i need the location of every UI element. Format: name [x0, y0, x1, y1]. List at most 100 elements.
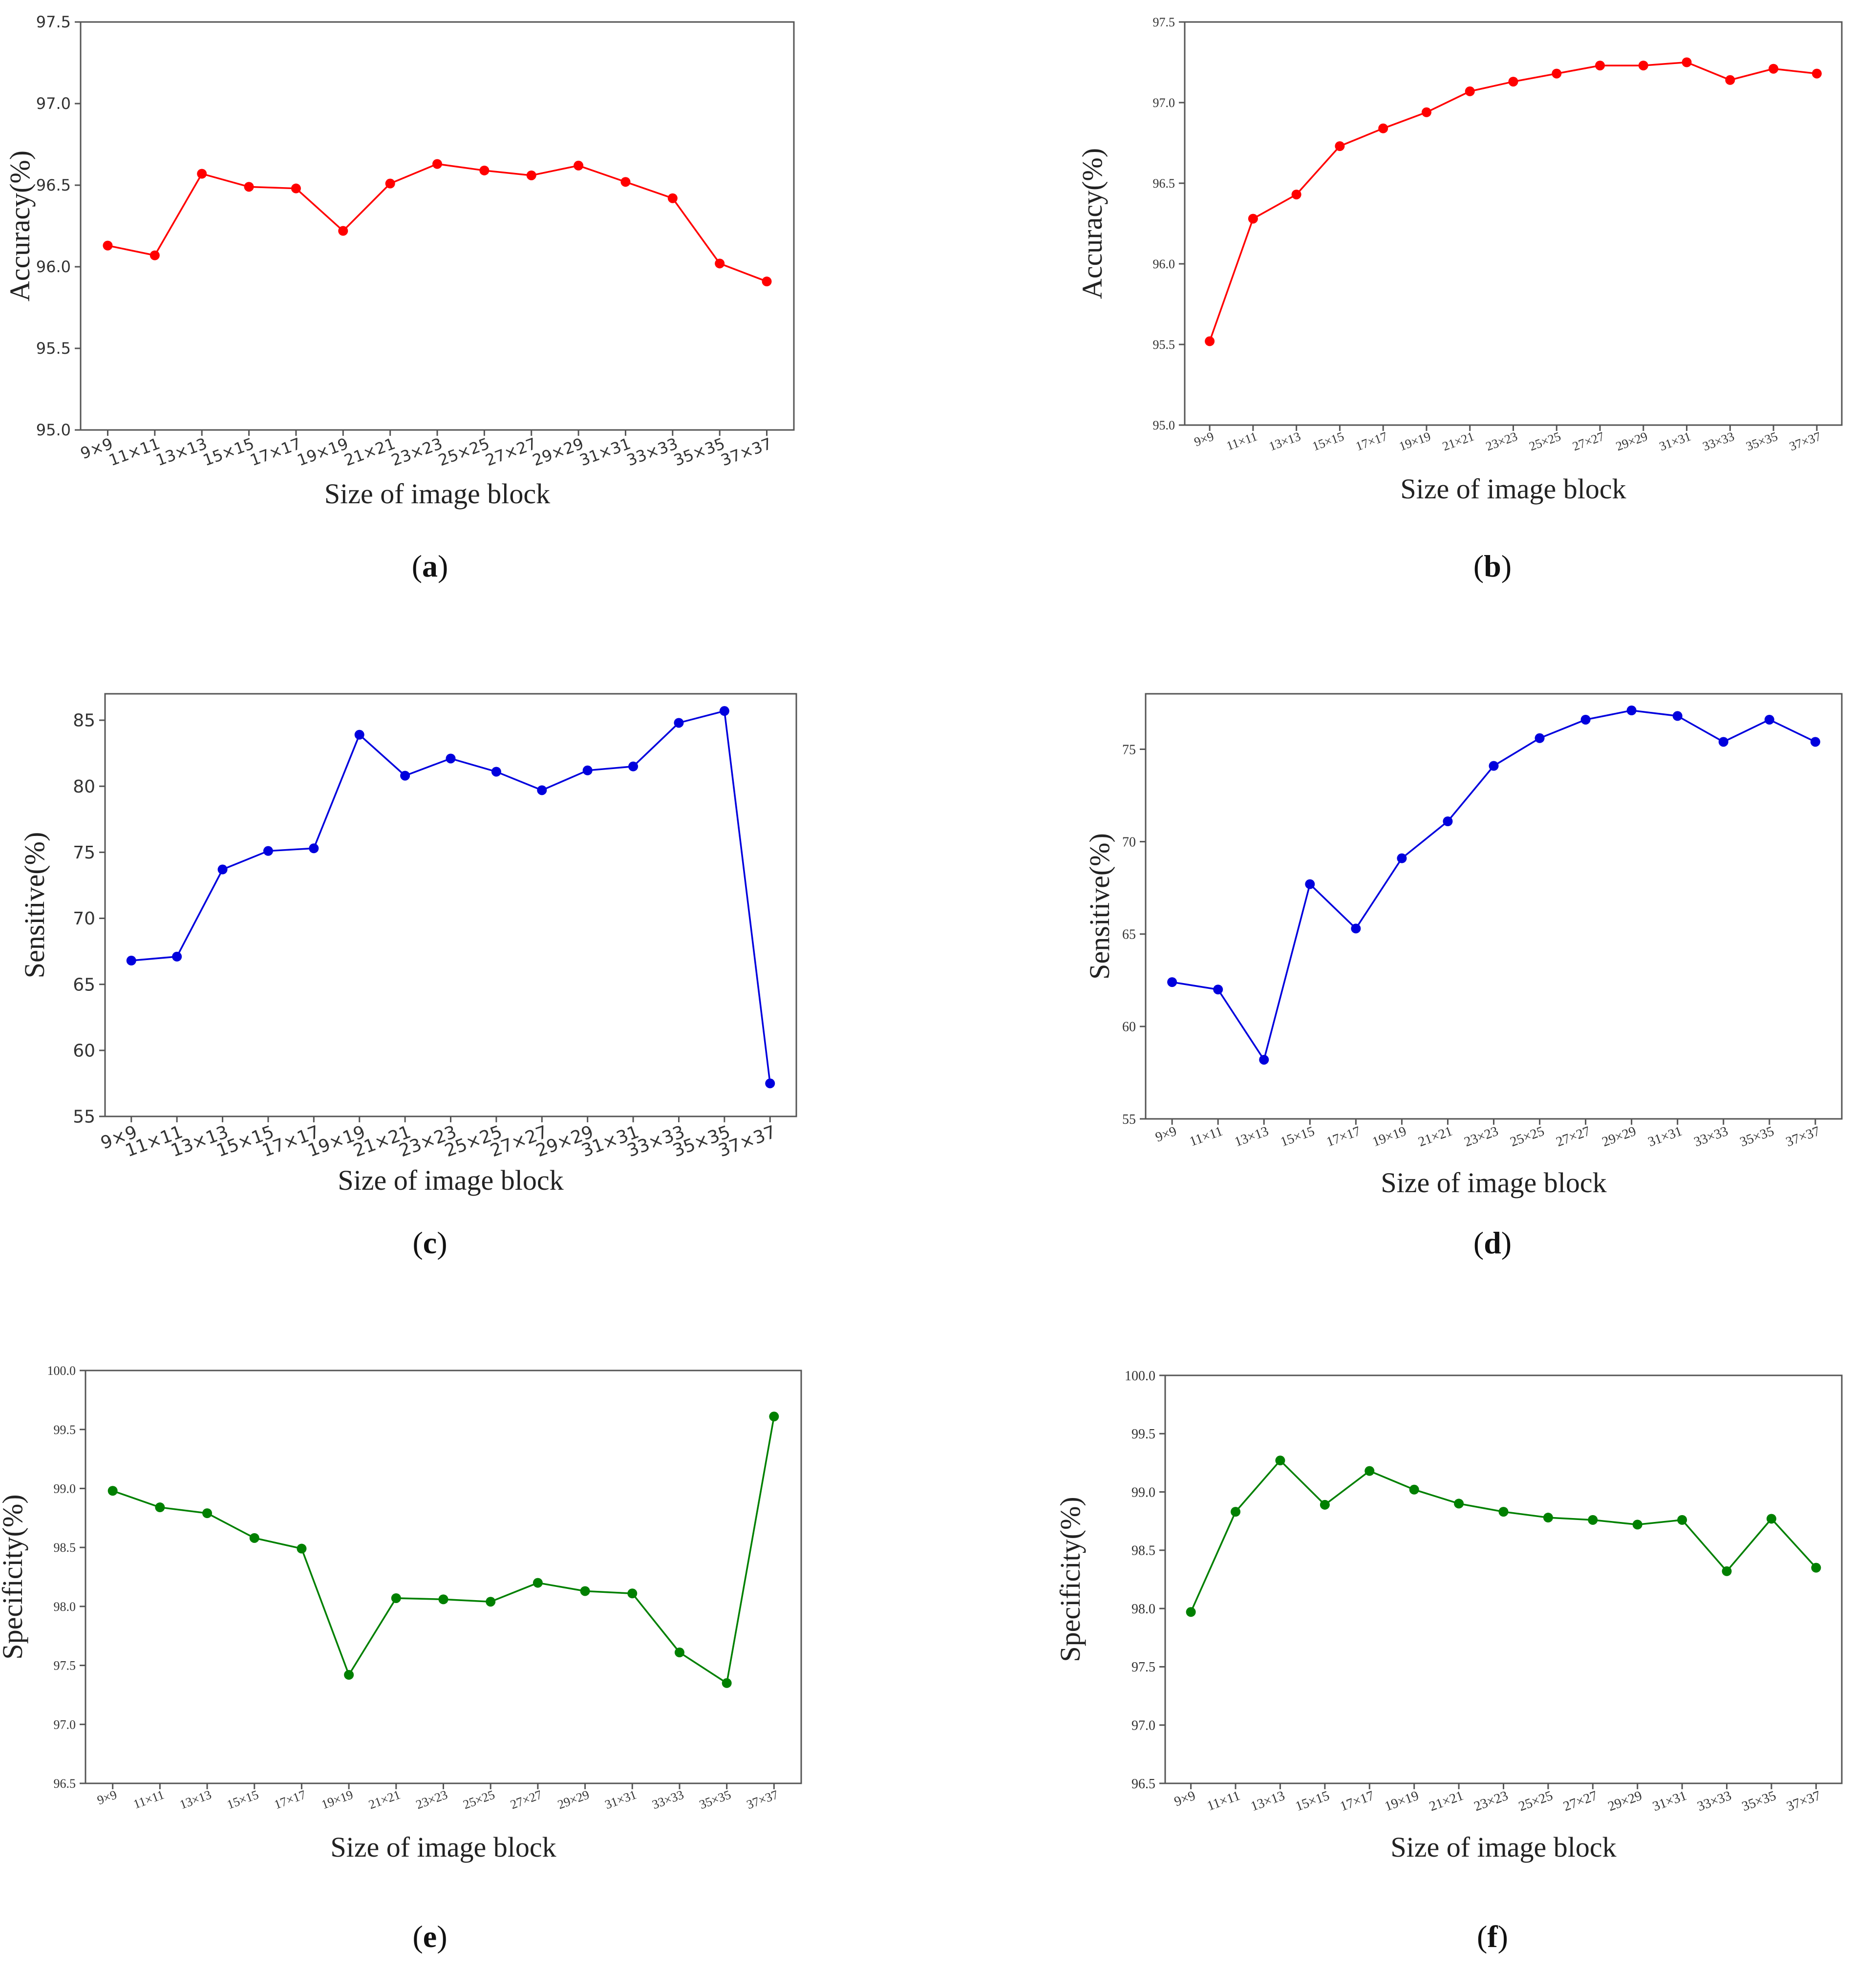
chart-e-data-point: [202, 1508, 213, 1519]
chart-a-ytick-label: 96.5: [36, 176, 71, 194]
chart-f-series-line: [1190, 1459, 1817, 1613]
chart-d-xtick-label: 31×31: [1646, 1124, 1684, 1150]
chart-b-xtick-label: 33×33: [1701, 429, 1736, 453]
chart-a-data-point: [432, 159, 442, 169]
chart-d-xtick-label: 13×13: [1233, 1124, 1271, 1150]
chart-e-ylabel: Specificity(%): [0, 1494, 28, 1659]
chart-d-data-point: [1305, 879, 1315, 889]
chart-c-data-point: [582, 765, 593, 775]
chart-b-data-point: [1638, 61, 1648, 71]
chart-b-xtick-label: 19×19: [1397, 429, 1433, 453]
chart-d-xtick-label: 29×29: [1600, 1124, 1638, 1150]
chart-e-xtick-label: 13×13: [178, 1787, 213, 1812]
chart-e-data-point: [674, 1648, 684, 1658]
chart-e-caption: (e): [412, 1919, 447, 1954]
chart-d-ytick-label: 70: [1122, 835, 1136, 850]
chart-f-ytick-label: 98.5: [1131, 1543, 1155, 1559]
chart-b-data-point: [1378, 123, 1388, 133]
chart-f-data-point: [1498, 1507, 1509, 1517]
chart-d-xtick-label: 35×35: [1738, 1124, 1776, 1150]
chart-a-ylabel: Accuracy(%): [4, 150, 36, 301]
chart-b-xtick-label: 37×37: [1788, 429, 1823, 453]
chart-b-data-point: [1465, 86, 1475, 96]
chart-f-ytick-label: 98.0: [1131, 1602, 1155, 1617]
chart-e-xtick-label: 23×23: [414, 1787, 449, 1812]
chart-f-xtick-label: 17×17: [1338, 1788, 1376, 1815]
chart-e: 96.5 97.0 97.5 98.0 98.5 99.0 99.5 100.0 9×9 11×1…: [0, 1364, 802, 1954]
chart-d-data-point: [1764, 714, 1774, 725]
chart-d-data-point: [1443, 816, 1453, 826]
chart-c-data-point: [628, 761, 639, 771]
chart-f-xtick-label: 37×37: [1785, 1788, 1823, 1815]
chart-f-ytick-label: 96.5: [1131, 1777, 1155, 1792]
chart-c-data-point: [537, 785, 547, 795]
chart-b-ytick-label: 97.0: [1153, 96, 1175, 110]
chart-b-xtick-label: 27×27: [1571, 429, 1606, 453]
chart-f-xtick-label: 21×21: [1428, 1788, 1466, 1815]
chart-f-xtick-label: 31×31: [1651, 1788, 1689, 1815]
chart-e-ytick-label: 97.5: [54, 1659, 76, 1673]
chart-b-data-point: [1812, 68, 1822, 79]
chart-e-data-point: [344, 1670, 354, 1680]
chart-b-ylabel: Accuracy(%): [1076, 148, 1108, 299]
chart-d-data-point: [1626, 706, 1637, 716]
chart-d-xtick-label: 25×25: [1508, 1124, 1546, 1150]
chart-b-xtick-label: 35×35: [1744, 429, 1780, 453]
chart-c-series-line: [131, 709, 771, 1084]
chart-f-xtick-label: 9×9: [1172, 1788, 1197, 1810]
chart-e-xtick-label: 31×31: [603, 1787, 639, 1812]
chart-a-ytick-label: 97.5: [36, 13, 71, 31]
chart-a-data-point: [291, 183, 301, 193]
chart-d: 55 60 65 70 75 9×9 11×11 13×13 15×15 17×17 19×19 21…: [1084, 693, 1843, 1260]
chart-f-data-point: [1186, 1607, 1196, 1617]
chart-e-xlabel: Size of image block: [330, 1831, 556, 1863]
chart-e-data-point: [249, 1533, 259, 1543]
chart-e-xtick-label: 37×37: [745, 1787, 780, 1812]
chart-b-xtick-label: 9×9: [1192, 429, 1215, 449]
chart-a-ytick-label: 96.0: [36, 257, 71, 276]
chart-c-ytick-label: 80: [73, 777, 95, 797]
chart-a-data-point: [244, 182, 254, 192]
chart-d-xlabel: Size of image block: [1381, 1167, 1606, 1199]
chart-d-xtick-label: 33×33: [1692, 1124, 1730, 1150]
chart-b-xtick-label: 21×21: [1441, 429, 1476, 453]
chart-d-data-point: [1718, 737, 1728, 747]
chart-e-plot-frame: [85, 1370, 802, 1784]
chart-b-ytick-label: 96.5: [1153, 176, 1175, 191]
chart-e-data-point: [107, 1486, 118, 1496]
chart-a-data-point: [574, 160, 584, 171]
chart-f-data-point: [1364, 1466, 1375, 1476]
chart-f-xtick-label: 25×25: [1516, 1788, 1555, 1815]
chart-f-data-point: [1632, 1520, 1642, 1530]
chart-e-xtick-label: 33×33: [650, 1787, 686, 1812]
chart-b-data-point: [1291, 190, 1301, 200]
chart-f-xlabel: Size of image block: [1390, 1831, 1616, 1863]
chart-b-ytick-label: 96.0: [1153, 257, 1175, 271]
chart-d-caption: (d): [1473, 1225, 1512, 1260]
chart-e-ytick-label: 98.0: [54, 1600, 76, 1614]
chart-b-data-point: [1508, 77, 1518, 87]
chart-a-data-point: [620, 177, 631, 187]
chart-d-data-point: [1535, 733, 1545, 743]
chart-d-data-point: [1213, 985, 1223, 995]
chart-f-data-point: [1543, 1513, 1553, 1523]
chart-a-data-point: [197, 169, 207, 179]
chart-d-ytick-label: 75: [1122, 742, 1136, 757]
chart-a-ytick-label: 95.5: [36, 339, 71, 358]
chart-c-ytick-label: 60: [73, 1041, 95, 1061]
chart-b-data-point: [1552, 68, 1562, 79]
chart-e-ytick-label: 100.0: [47, 1364, 76, 1378]
chart-b-data-point: [1682, 57, 1692, 67]
chart-e-data-point: [297, 1543, 307, 1554]
chart-f-ytick-label: 99.0: [1131, 1485, 1155, 1500]
chart-d-xtick-label: 23×23: [1462, 1124, 1500, 1150]
chart-b-xtick-label: 25×25: [1527, 429, 1563, 453]
chart-d-xtick-label: 27×27: [1554, 1124, 1592, 1150]
chart-d-xtick-label: 21×21: [1416, 1124, 1454, 1150]
chart-b-xtick-label: 23×23: [1484, 429, 1519, 453]
chart-f-xtick-label: 19×19: [1383, 1788, 1421, 1815]
chart-e-xtick-label: 35×35: [698, 1787, 733, 1812]
chart-b-data-point: [1725, 75, 1735, 85]
chart-d-xtick-label: 9×9: [1153, 1124, 1179, 1145]
